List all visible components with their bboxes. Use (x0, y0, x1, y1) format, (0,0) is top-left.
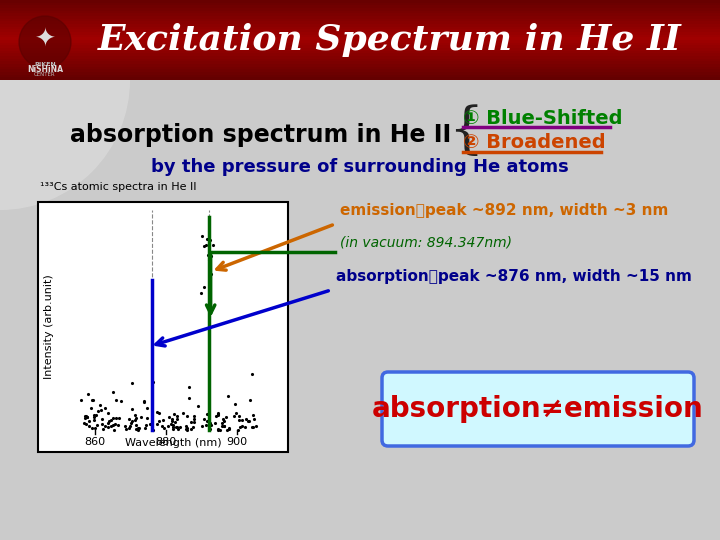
Text: Intensity (arb.unit): Intensity (arb.unit) (44, 275, 54, 380)
Text: Excitation Spectrum in He II: Excitation Spectrum in He II (98, 23, 682, 57)
Text: absorption：peak ~876 nm, width ~15 nm: absorption：peak ~876 nm, width ~15 nm (336, 269, 692, 284)
FancyBboxPatch shape (0, 18, 720, 22)
Text: absorption≠emission: absorption≠emission (372, 395, 704, 423)
FancyBboxPatch shape (0, 39, 720, 43)
Text: ¹³³Cs atomic spectra in He II: ¹³³Cs atomic spectra in He II (40, 182, 197, 192)
Text: emission：peak ~892 nm, width ~3 nm: emission：peak ~892 nm, width ~3 nm (340, 203, 668, 218)
FancyBboxPatch shape (0, 36, 720, 40)
Text: RIKEN: RIKEN (34, 62, 56, 66)
FancyBboxPatch shape (0, 28, 720, 32)
FancyBboxPatch shape (0, 7, 720, 11)
FancyBboxPatch shape (0, 73, 720, 77)
Text: 860: 860 (84, 437, 105, 447)
Wedge shape (0, 80, 130, 210)
Text: by the pressure of surrounding He atoms: by the pressure of surrounding He atoms (151, 158, 569, 176)
Text: absorption spectrum in He II: absorption spectrum in He II (70, 123, 451, 147)
Text: ② Broadened: ② Broadened (463, 133, 606, 152)
FancyBboxPatch shape (0, 12, 720, 16)
Text: {: { (448, 105, 483, 159)
FancyBboxPatch shape (0, 4, 720, 8)
FancyBboxPatch shape (0, 60, 720, 64)
FancyBboxPatch shape (0, 58, 720, 62)
FancyBboxPatch shape (382, 372, 694, 446)
FancyBboxPatch shape (0, 10, 720, 14)
FancyBboxPatch shape (0, 71, 720, 75)
Text: Wavelength (nm): Wavelength (nm) (125, 438, 221, 448)
FancyBboxPatch shape (0, 23, 720, 26)
FancyBboxPatch shape (0, 31, 720, 35)
FancyBboxPatch shape (38, 202, 288, 452)
FancyBboxPatch shape (0, 55, 720, 59)
Text: 880: 880 (156, 437, 176, 447)
Text: ✦: ✦ (35, 28, 55, 52)
FancyBboxPatch shape (0, 69, 720, 72)
FancyBboxPatch shape (0, 76, 720, 80)
Circle shape (19, 16, 71, 68)
FancyBboxPatch shape (0, 66, 720, 69)
Text: 900: 900 (227, 437, 248, 447)
FancyBboxPatch shape (0, 26, 720, 29)
FancyBboxPatch shape (0, 50, 720, 53)
FancyBboxPatch shape (0, 63, 720, 66)
FancyBboxPatch shape (0, 2, 720, 5)
FancyBboxPatch shape (0, 15, 720, 19)
FancyBboxPatch shape (0, 42, 720, 45)
FancyBboxPatch shape (0, 33, 720, 37)
Text: CENTER: CENTER (34, 71, 56, 77)
Text: NiSHiNA: NiSHiNA (27, 64, 63, 73)
Text: ① Blue-Shifted: ① Blue-Shifted (463, 109, 623, 127)
FancyBboxPatch shape (0, 0, 720, 3)
FancyBboxPatch shape (0, 47, 720, 51)
FancyBboxPatch shape (0, 80, 720, 540)
FancyBboxPatch shape (0, 52, 720, 56)
FancyBboxPatch shape (0, 44, 720, 48)
FancyBboxPatch shape (0, 21, 720, 24)
Text: (in vacuum: 894.347nm): (in vacuum: 894.347nm) (340, 236, 512, 250)
